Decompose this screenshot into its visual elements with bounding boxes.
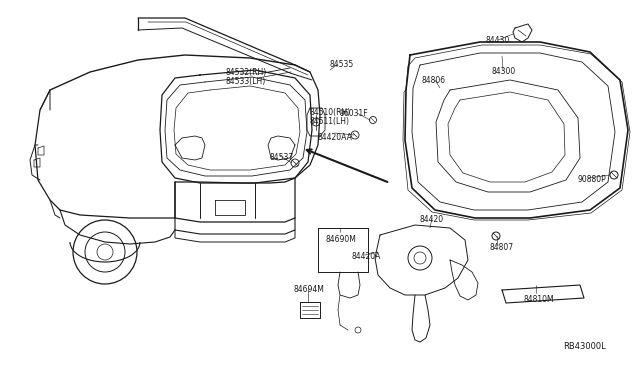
Text: 84510(RH): 84510(RH) <box>310 108 351 117</box>
Text: 84806: 84806 <box>422 76 446 85</box>
Text: 90880P: 90880P <box>578 175 607 184</box>
Text: 84420A: 84420A <box>352 252 381 261</box>
Text: 84533(LH): 84533(LH) <box>225 77 265 86</box>
Text: 84532(RH): 84532(RH) <box>225 68 266 77</box>
Text: 84511(LH): 84511(LH) <box>310 117 350 126</box>
Text: 96031F: 96031F <box>340 109 369 118</box>
Text: 84694M: 84694M <box>293 285 324 294</box>
Text: 84807: 84807 <box>490 243 514 252</box>
Text: RB43000L: RB43000L <box>563 342 605 351</box>
Text: 84300: 84300 <box>492 67 516 76</box>
Text: 84430: 84430 <box>486 36 510 45</box>
Text: 84420AA: 84420AA <box>318 133 353 142</box>
Text: 84690M: 84690M <box>325 235 356 244</box>
Text: 84810M: 84810M <box>524 295 555 304</box>
Text: 84537: 84537 <box>270 153 294 162</box>
Text: 84420: 84420 <box>420 215 444 224</box>
Text: 84535: 84535 <box>330 60 355 69</box>
